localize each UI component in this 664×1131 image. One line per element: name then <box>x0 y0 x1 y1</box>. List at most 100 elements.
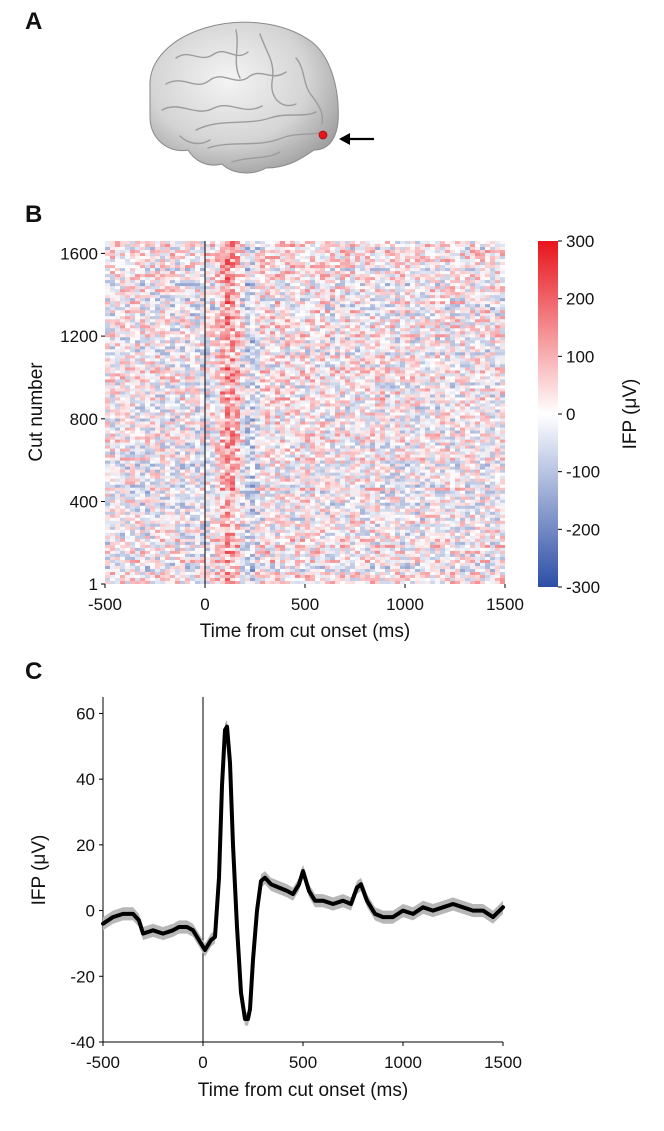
heatmap-cell <box>165 274 171 278</box>
heatmap-cell <box>400 358 406 362</box>
heatmap-cell <box>170 304 176 308</box>
heatmap-cell <box>425 286 431 290</box>
heatmap-cell <box>145 421 151 425</box>
heatmap-cell <box>275 316 281 320</box>
heatmap-cell <box>335 376 341 380</box>
heatmap-cell <box>305 301 311 305</box>
heatmap-cell <box>445 367 451 371</box>
heatmap-cell <box>390 307 396 311</box>
heatmap-cell <box>150 289 156 293</box>
heatmap-cell <box>470 292 476 296</box>
heatmap-cell <box>460 412 466 416</box>
heatmap-cell <box>355 325 361 329</box>
heatmap-cell <box>305 376 311 380</box>
heatmap-cell <box>140 292 146 296</box>
heatmap-cell <box>190 277 196 281</box>
heatmap-cell <box>460 349 466 353</box>
heatmap-cell <box>185 415 191 419</box>
heatmap-cell <box>235 301 241 305</box>
heatmap-cell <box>375 364 381 368</box>
heatmap-cell <box>460 340 466 344</box>
heatmap-cell <box>445 313 451 317</box>
heatmap-cell <box>160 367 166 371</box>
heatmap-cell <box>500 340 505 344</box>
heatmap-cell <box>285 325 291 329</box>
heatmap-cell <box>315 361 321 365</box>
heatmap-cell <box>115 415 121 419</box>
heatmap-cell <box>250 277 256 281</box>
heatmap-cell <box>265 412 271 416</box>
heatmap-cell <box>325 310 331 314</box>
heatmap-cell <box>260 250 266 254</box>
heatmap-cell <box>470 352 476 356</box>
heatmap-cell <box>145 412 151 416</box>
heatmap-cell <box>400 262 406 266</box>
heatmap-cell <box>300 307 306 311</box>
heatmap-cell <box>200 322 206 326</box>
heatmap-cell <box>330 367 336 371</box>
heatmap-cell <box>455 367 461 371</box>
heatmap-cell <box>405 304 411 308</box>
heatmap-cell <box>260 421 266 425</box>
heatmap-cell <box>355 385 361 389</box>
heatmap-cell <box>260 418 266 422</box>
heatmap-cell <box>220 406 226 410</box>
heatmap-cell <box>270 277 276 281</box>
heatmap-cell <box>425 259 431 263</box>
heatmap-cell <box>475 394 481 398</box>
heatmap-cell <box>265 283 271 287</box>
heatmap-cell <box>205 322 211 326</box>
heatmap-cell <box>340 322 346 326</box>
heatmap-cell <box>350 271 356 275</box>
heatmap-cell <box>500 403 505 407</box>
heatmap-cell <box>395 304 401 308</box>
heatmap-cell <box>355 400 361 404</box>
heatmap-cell <box>105 400 111 404</box>
heatmap-cell <box>205 307 211 311</box>
heatmap-cell <box>255 367 261 371</box>
heatmap-cell <box>455 421 461 425</box>
heatmap-cell <box>185 244 191 248</box>
heatmap-cell <box>415 409 421 413</box>
heatmap-cell <box>500 367 505 371</box>
heatmap-cell <box>145 409 151 413</box>
heatmap-cell <box>330 352 336 356</box>
heatmap-cell <box>380 274 386 278</box>
heatmap-cell <box>300 340 306 344</box>
heatmap-cell <box>390 241 396 245</box>
heatmap-cell <box>310 280 316 284</box>
heatmap-cell <box>415 367 421 371</box>
heatmap-cell <box>195 277 201 281</box>
heatmap-cell <box>335 337 341 341</box>
heatmap-cell <box>160 268 166 272</box>
heatmap-cell <box>325 274 331 278</box>
heatmap-cell <box>355 301 361 305</box>
heatmap-cell <box>235 367 241 371</box>
heatmap-cell <box>225 379 231 383</box>
heatmap-cell <box>185 283 191 287</box>
heatmap-cell <box>140 304 146 308</box>
heatmap-cell <box>410 286 416 290</box>
heatmap-cell <box>215 331 221 335</box>
heatmap-cell <box>195 274 201 278</box>
heatmap-cell <box>290 403 296 407</box>
heatmap-cell <box>300 265 306 269</box>
heatmap-row <box>105 340 505 344</box>
heatmap-cell <box>225 259 231 263</box>
heatmap-cell <box>415 391 421 395</box>
heatmap-cell <box>475 397 481 401</box>
heatmap-cell <box>485 337 491 341</box>
heatmap-cell <box>430 280 436 284</box>
heatmap-cell <box>255 409 261 413</box>
heatmap-cell <box>295 325 301 329</box>
heatmap-cell <box>175 379 181 383</box>
heatmap-cell <box>495 349 501 353</box>
heatmap-row <box>105 361 505 365</box>
heatmap-cell <box>115 325 121 329</box>
heatmap-cell <box>330 349 336 353</box>
heatmap-cell <box>410 289 416 293</box>
heatmap-cell <box>480 310 486 314</box>
heatmap-cell <box>235 298 241 302</box>
heatmap-cell <box>415 340 421 344</box>
heatmap-cell <box>455 388 461 392</box>
